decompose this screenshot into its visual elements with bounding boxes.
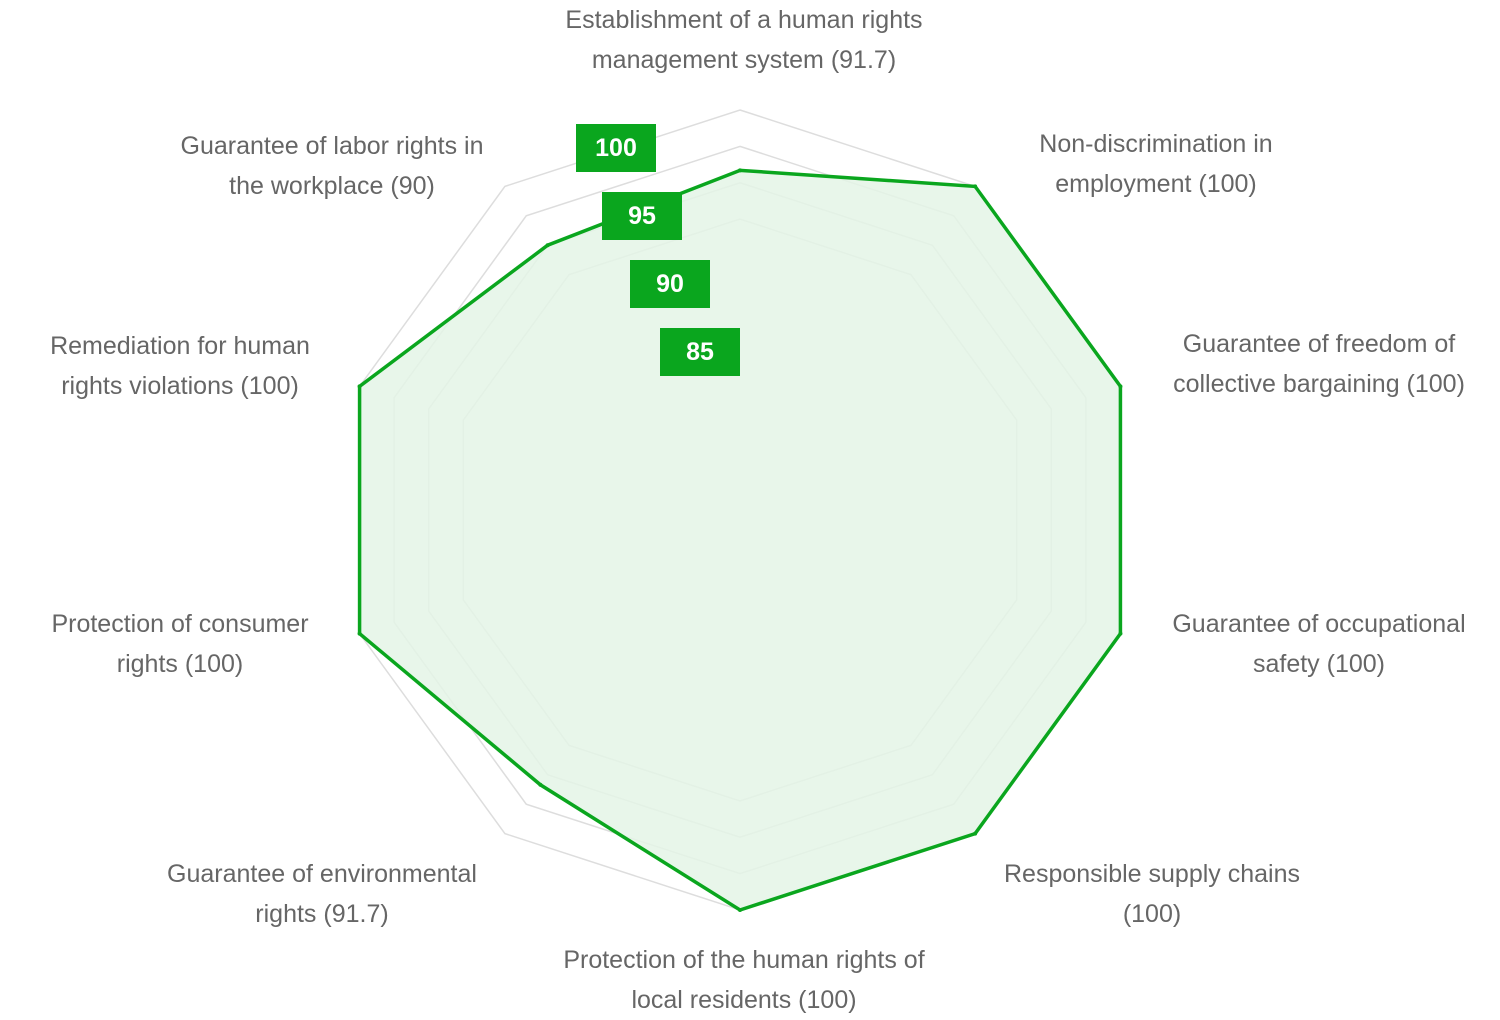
axis-label-5: Protection of the human rights of local r… (514, 940, 974, 1020)
axis-label-line: collective bargaining (100) (1173, 370, 1465, 398)
axis-label-line: Guarantee of environmental (167, 860, 477, 888)
axis-label-1: Non-discrimination in employment (100) (926, 124, 1386, 204)
axis-label-2: Guarantee of freedom of collective bargai… (1089, 324, 1500, 404)
axis-label-line: employment (100) (1055, 170, 1257, 198)
axis-label-line: the workplace (90) (229, 172, 435, 200)
axis-label-8: Remediation for human rights violations (… (0, 326, 410, 406)
axis-label-line: Guarantee of freedom of (1182, 330, 1456, 358)
axis-label-line: Remediation for human (50, 332, 310, 360)
axis-label-line: rights violations (100) (61, 372, 299, 400)
data-point-2 (1118, 384, 1123, 389)
axis-label-0: Establishment of a human rights managemen… (514, 0, 974, 80)
tick-label-90: 90 (630, 260, 710, 308)
axis-label-line: (100) (1122, 900, 1182, 928)
axis-label-4: Responsible supply chains (100) (922, 854, 1382, 934)
axis-label-9: Guarantee of labor rights in the workplac… (102, 126, 562, 206)
axis-label-6: Guarantee of environmental rights (91.7) (92, 854, 552, 934)
data-point-1 (973, 184, 978, 189)
axis-label-line: rights (100) (116, 650, 244, 678)
data-point-0 (738, 168, 742, 173)
axis-label-line: safety (100) (1252, 650, 1385, 678)
data-point-6 (538, 782, 543, 787)
axis-label-line: Guarantee of occupational (1172, 610, 1466, 638)
axis-label-line: Protection of the human rights of (563, 946, 925, 974)
axis-label-line: Non-discrimination in (1039, 130, 1273, 158)
data-point-3 (1118, 631, 1123, 636)
axis-label-line: Establishment of a human rights (565, 6, 923, 34)
axis-label-line: management system (91.7) (591, 46, 897, 74)
axis-label-7: Protection of consumer rights (100) (0, 604, 410, 684)
axis-label-line: Guarantee of labor rights in (180, 132, 484, 160)
tick-label-85: 85 (660, 328, 740, 376)
data-point-8 (357, 384, 362, 389)
axis-label-line: Protection of consumer (51, 610, 309, 638)
tick-label-100: 100 (576, 124, 656, 172)
tick-label-95: 95 (602, 192, 682, 240)
axis-label-line: Responsible supply chains (1003, 860, 1300, 888)
data-point-7 (357, 631, 362, 636)
axis-label-3: Guarantee of occupational safety (100) (1089, 604, 1500, 684)
axis-label-line: rights (91.7) (255, 900, 389, 928)
data-point-4 (973, 831, 978, 836)
data-point-5 (738, 908, 742, 912)
axis-label-line: local residents (100) (631, 986, 857, 1014)
data-point-9 (545, 243, 550, 248)
data-series-polygon (357, 168, 1123, 912)
